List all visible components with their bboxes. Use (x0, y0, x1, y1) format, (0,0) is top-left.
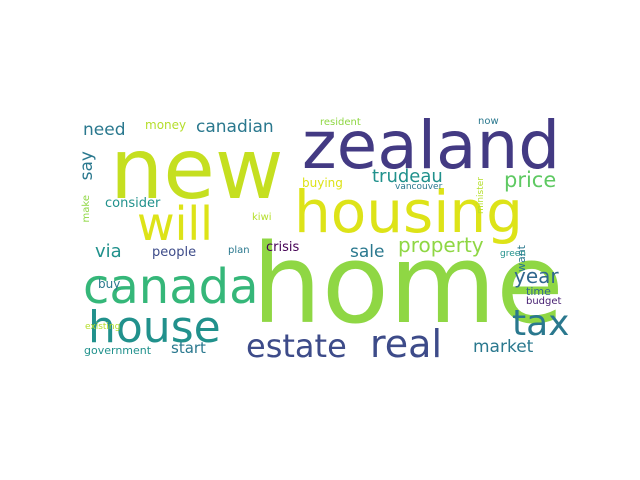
word-cloud: new zealand housing will home canada hou… (77, 107, 580, 366)
word-kiwi: kiwi (252, 212, 272, 223)
word-via: via (95, 241, 122, 262)
word-minister: minister (476, 177, 486, 214)
word-property: property (398, 233, 484, 257)
word-tax: tax (512, 303, 570, 344)
word-consider: consider (105, 196, 161, 211)
word-people: people (152, 245, 197, 260)
word-year: year (514, 264, 559, 288)
word-make: make (81, 195, 92, 223)
word-money: money (145, 118, 187, 132)
word-home: home (252, 220, 564, 348)
word-price: price (504, 168, 557, 192)
word-trudeau: trudeau (372, 166, 443, 187)
word-new: new (110, 120, 284, 218)
word-market: market (473, 337, 534, 357)
word-will: will (137, 197, 213, 251)
word-government: government (84, 344, 152, 357)
word-house: house (88, 302, 221, 353)
word-zealand: zealand (302, 107, 561, 184)
word-plan: plan (228, 245, 250, 256)
word-estate: estate (246, 327, 347, 365)
word-vancouver: vancouver (395, 182, 443, 192)
word-want: want (515, 245, 528, 273)
word-time: time (526, 285, 551, 298)
word-canadian: canadian (196, 117, 274, 137)
word-existing: existing (85, 322, 121, 332)
word-buying: buying (302, 176, 343, 190)
word-green: green (500, 249, 526, 259)
word-housing: housing (294, 178, 523, 246)
word-say: say (77, 151, 97, 181)
word-canada: canada (83, 259, 259, 315)
word-sale: sale (350, 242, 385, 262)
word-now: now (478, 116, 499, 127)
word-real: real (370, 322, 443, 366)
word-resident: resident (320, 117, 361, 128)
word-start: start (171, 339, 206, 357)
word-buy: buy (98, 277, 121, 291)
word-crisis: crisis (266, 240, 300, 255)
word-budget: budget (526, 296, 562, 307)
word-need: need (83, 120, 126, 140)
